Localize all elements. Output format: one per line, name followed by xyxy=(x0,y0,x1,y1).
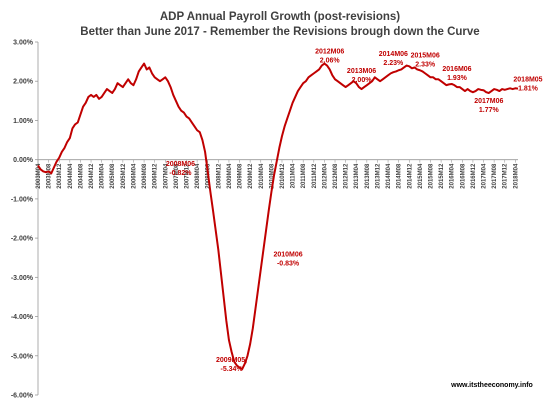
x-tick-label: 2017M08 xyxy=(492,163,498,189)
x-tick-label: 2006M08 xyxy=(142,163,148,189)
x-tick-label: 2005M12 xyxy=(121,163,127,189)
y-tick-label: -2.00% xyxy=(11,236,34,243)
series-line xyxy=(37,62,519,371)
x-tick-label: 2012M12 xyxy=(344,163,350,189)
x-tick-label: 2018M04 xyxy=(513,163,519,189)
x-tick-label: 2013M04 xyxy=(354,163,360,189)
source-credit: www.itstheeconomy.info xyxy=(450,382,533,389)
x-tick-label: 2014M12 xyxy=(407,163,413,189)
x-tick-label: 2017M04 xyxy=(482,163,488,189)
x-tick-label: 2008M12 xyxy=(216,163,222,189)
y-tick-label: 3.00% xyxy=(13,40,34,47)
x-tick-label: 2014M04 xyxy=(386,163,392,189)
x-tick-label: 2012M04 xyxy=(322,163,328,189)
annotation-period-label: 2008M06 xyxy=(166,161,195,168)
x-tick-label: 2004M12 xyxy=(89,163,95,189)
series-layer xyxy=(37,62,519,371)
annotation-value-label: 1.81% xyxy=(518,86,539,93)
annotation-value-label: 2.33% xyxy=(415,61,436,68)
y-tick-label: 0.00% xyxy=(13,157,34,164)
x-tick-label: 2007M12 xyxy=(185,163,191,189)
annotation-period-label: 2015M06 xyxy=(411,52,440,59)
x-tick-label: 2016M04 xyxy=(450,163,456,189)
annotation-period-label: 2018M05 xyxy=(513,77,542,84)
y-tick-label: -3.00% xyxy=(11,275,34,282)
annotation-value-label: -5.34% xyxy=(220,366,243,373)
x-tick-label: 2015M04 xyxy=(418,163,424,189)
annotation-period-label: 2013M06 xyxy=(347,68,376,75)
x-tick-label: 2003M04 xyxy=(36,163,42,189)
annotation-value-label: -0.82% xyxy=(169,170,192,177)
annotation-value-label: 1.93% xyxy=(447,75,468,82)
x-tick-label: 2005M08 xyxy=(110,163,116,189)
annotation-value-label: 1.77% xyxy=(479,107,500,114)
x-tick-label: 2003M12 xyxy=(57,163,63,189)
x-tick-label: 2017M12 xyxy=(503,163,509,189)
annotation-period-label: 2012M06 xyxy=(315,48,344,55)
x-tick-label: 2011M08 xyxy=(301,163,307,188)
y-tick-label: -1.00% xyxy=(11,196,34,203)
annotation-value-label: 2.23% xyxy=(383,60,404,67)
x-tick-label: 2011M12 xyxy=(312,163,318,188)
x-tick-label: 2010M12 xyxy=(280,163,286,189)
x-tick-label: 2003M08 xyxy=(47,163,53,189)
annotation-period-label: 2016M06 xyxy=(442,66,471,73)
y-tick-label: 2.00% xyxy=(13,79,34,86)
annotation-value-label: 2.06% xyxy=(320,57,341,64)
y-axis-ticks: 3.00% 2.00% 1.00% 0.00% -1.00% -2.00% -3.00% -4… xyxy=(11,40,38,400)
x-tick-label: 2008M04 xyxy=(195,163,201,189)
x-tick-label: 2009M08 xyxy=(238,163,244,189)
x-tick-label: 2012M08 xyxy=(333,163,339,189)
x-tick-label: 2006M12 xyxy=(153,163,159,189)
y-tick-label: -5.00% xyxy=(11,353,34,360)
x-tick-label: 2004M04 xyxy=(68,163,74,189)
x-tick-label: 2011M04 xyxy=(291,163,297,188)
x-tick-label: 2007M08 xyxy=(174,163,180,189)
x-tick-label: 2010M08 xyxy=(269,163,275,189)
x-tick-label: 2013M08 xyxy=(365,163,371,189)
annotation-value-label: 2.00% xyxy=(352,77,373,84)
x-tick-label: 2009M12 xyxy=(248,163,254,189)
annotation-period-label: 2014M06 xyxy=(379,51,408,58)
chart-title: ADP Annual Payroll Growth (post-revision… xyxy=(160,11,400,23)
axes-layer xyxy=(37,42,518,395)
x-tick-label: 2016M12 xyxy=(471,163,477,189)
x-tick-label: 2010M04 xyxy=(259,163,265,189)
annotation-period-label: 2009M05, xyxy=(216,357,247,364)
annotation-layer: 2008M06 -0.82% 2009M05, -5.34% 2010M06 -0.83%… xyxy=(166,48,543,372)
x-tick-label: 2006M04 xyxy=(131,163,137,189)
y-tick-label: -4.00% xyxy=(11,314,34,321)
x-tick-label: 2015M12 xyxy=(439,163,445,189)
x-tick-label: 2013M12 xyxy=(375,163,381,189)
x-tick-label: 2005M04 xyxy=(100,163,106,189)
x-tick-label: 2015M08 xyxy=(428,163,434,189)
x-tick-label: 2007M04 xyxy=(163,163,169,189)
x-tick-label: 2014M08 xyxy=(397,163,403,189)
annotation-period-label: 2010M06 xyxy=(273,251,302,258)
x-tick-label: 2004M08 xyxy=(78,163,84,189)
chart-subtitle: Better than June 2017 - Remember the Rev… xyxy=(80,26,479,38)
annotation-period-label: 2017M06 xyxy=(474,98,503,105)
y-tick-label: 1.00% xyxy=(13,118,34,125)
y-tick-label: -6.00% xyxy=(11,393,34,400)
x-axis-ticks: 2003M04 2003M08 2003M12 2004M04 2004M08 2004M… xyxy=(36,159,519,189)
x-tick-label: 2009M04 xyxy=(227,163,233,189)
annotation-value-label: -0.83% xyxy=(277,260,300,267)
x-tick-label: 2016M08 xyxy=(460,163,466,189)
